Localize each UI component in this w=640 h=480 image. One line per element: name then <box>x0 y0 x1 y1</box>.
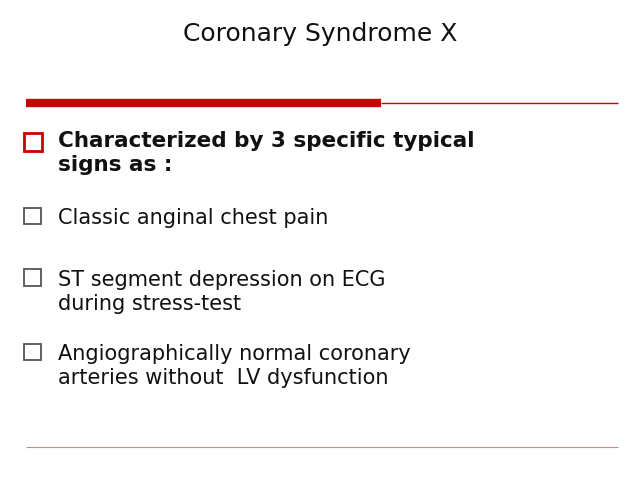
Text: Characterized by 3 specific typical
signs as :: Characterized by 3 specific typical sign… <box>58 131 474 175</box>
Bar <box>24 269 41 286</box>
Bar <box>24 208 41 224</box>
Text: Coronary Syndrome X: Coronary Syndrome X <box>183 22 457 46</box>
Bar <box>24 344 41 360</box>
Text: ST segment depression on ECG
during stress-test: ST segment depression on ECG during stre… <box>58 270 385 314</box>
Text: Angiographically normal coronary
arteries without  LV dysfunction: Angiographically normal coronary arterie… <box>58 344 410 388</box>
Bar <box>24 133 42 151</box>
Text: Classic anginal chest pain: Classic anginal chest pain <box>58 208 328 228</box>
